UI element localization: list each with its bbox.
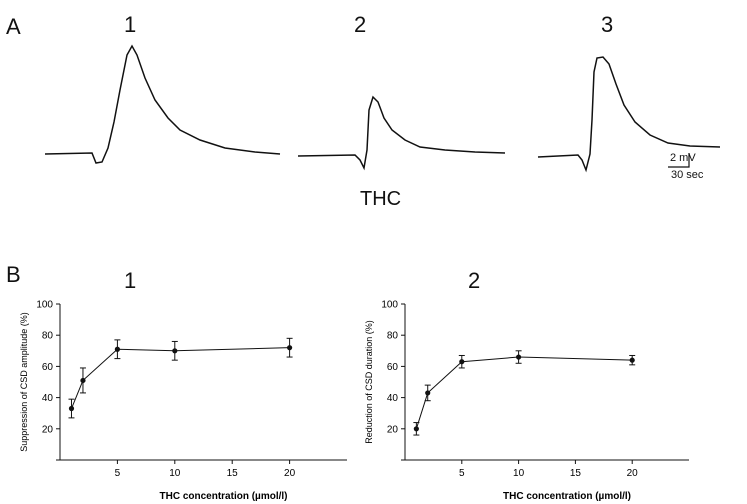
chart-2-x-tick-label: 5 — [459, 468, 465, 479]
chart-1-x-tick-label: 15 — [227, 468, 239, 479]
chart-2-data-point — [629, 357, 635, 363]
trace-label-1: 1 — [124, 12, 137, 37]
chart-1-x-tick-label: 10 — [169, 468, 181, 479]
chart-1-y-tick-label: 60 — [42, 362, 54, 373]
chart-2-data-point — [459, 359, 465, 365]
trace-label-3: 3 — [601, 12, 614, 37]
chart-1-y-tick-label: 20 — [42, 424, 54, 435]
chart-1-data-point — [287, 345, 293, 351]
chart-1-x-tick-label: 5 — [115, 468, 121, 479]
drug-label: THC — [360, 188, 402, 210]
chart-2-y-tick-label: 20 — [387, 424, 399, 435]
scale-bar — [668, 153, 690, 168]
chart-1-y-tick-label: 80 — [42, 331, 54, 342]
chart-2-x-axis-label: THC concentration (µmol/l) — [503, 491, 631, 502]
chart-1-x-axis-label: THC concentration (µmol/l) — [160, 491, 288, 502]
chart-1-data-point — [68, 405, 75, 412]
panel-a-letter: A — [6, 14, 21, 39]
csd-trace-3 — [537, 56, 721, 173]
csd-trace-1 — [44, 44, 281, 164]
chart-2-y-tick-label: 80 — [387, 331, 399, 342]
chart-2-y-axis-label: Reduction of CSD duration (%) — [364, 320, 374, 444]
chart-2-data-point — [425, 390, 431, 396]
chart-2-panel-number: 2 — [468, 268, 481, 293]
chart-1-y-tick-label: 40 — [42, 393, 54, 404]
panel-b-letter: B — [6, 262, 21, 287]
chart-1-x-tick-label: 20 — [284, 468, 296, 479]
chart-1-data-point — [172, 348, 178, 354]
chart-2-x-tick-label: 20 — [627, 468, 639, 479]
trace-label-2: 2 — [354, 12, 367, 37]
chart-2-x-tick-label: 10 — [513, 468, 525, 479]
chart-2-data-point — [516, 354, 522, 360]
chart-2-y-tick-label: 40 — [387, 393, 399, 404]
chart-1-data-point — [80, 377, 86, 384]
scale-bar-time-label: 30 sec — [671, 169, 704, 181]
chart-1-series-line — [71, 347, 290, 409]
csd-trace-2 — [297, 95, 506, 171]
chart-1-y-axis-label: Suppression of CSD amplitude (%) — [19, 312, 29, 452]
chart-2-data-point — [413, 426, 419, 432]
chart-1-data-point — [114, 346, 120, 352]
chart-2-x-tick-label: 15 — [570, 468, 582, 479]
chart-2-y-tick-label: 100 — [381, 300, 398, 311]
chart-1-y-tick-label: 100 — [36, 300, 53, 311]
chart-2-y-tick-label: 60 — [387, 362, 399, 373]
chart-2-series-line — [415, 356, 633, 429]
chart-1-panel-number: 1 — [124, 268, 137, 293]
